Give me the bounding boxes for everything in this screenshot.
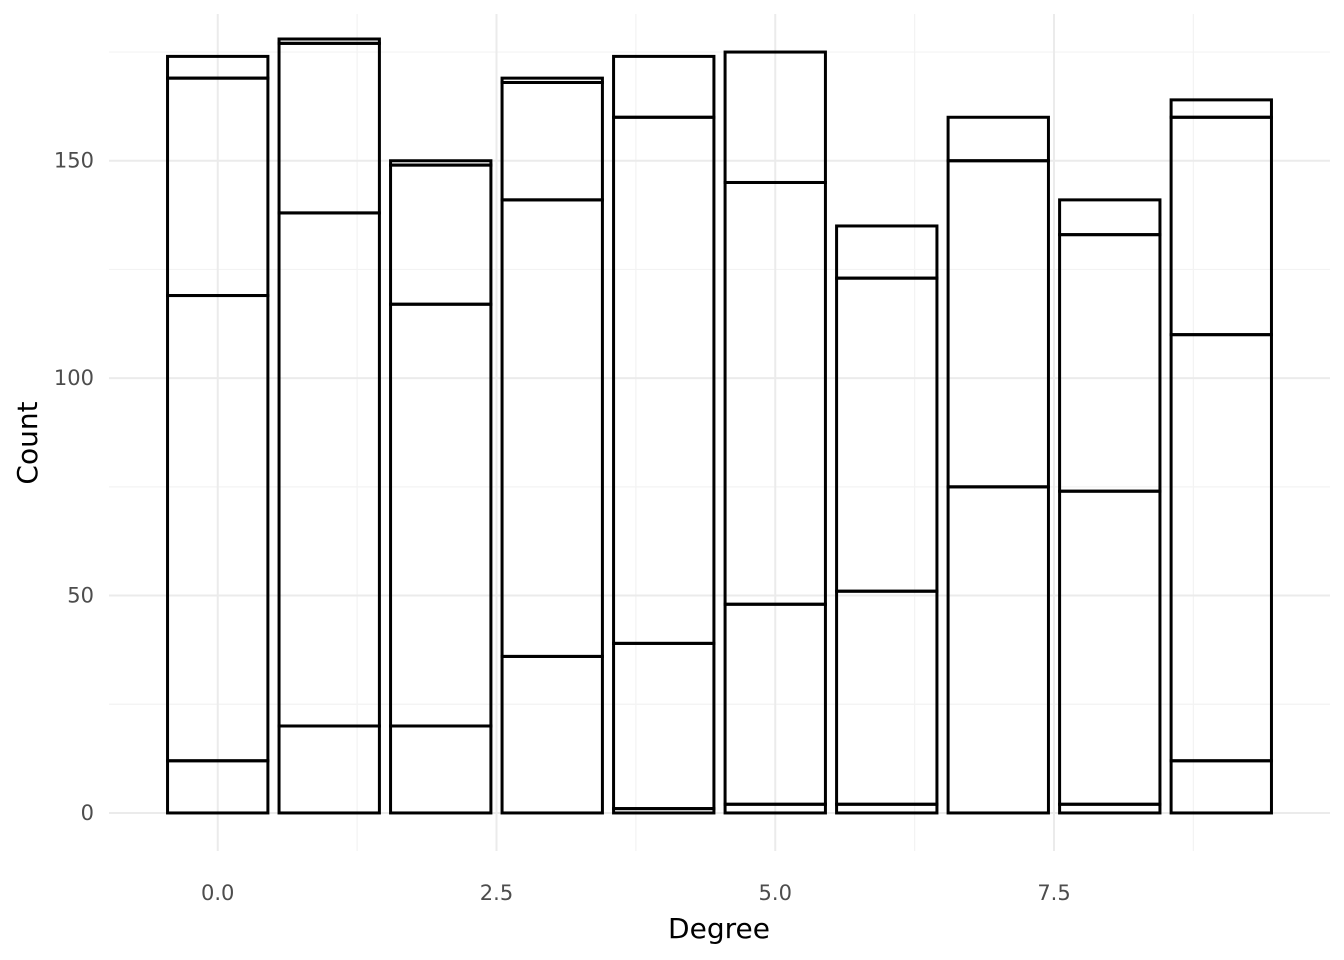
bar-stack xyxy=(946,115,1050,815)
bar-segment xyxy=(389,302,493,728)
bar-segment xyxy=(389,159,493,167)
bar-segment xyxy=(277,37,381,45)
bar-stack xyxy=(612,54,716,815)
bar-stack xyxy=(500,76,604,815)
bar-segment xyxy=(1169,333,1273,763)
bar-segment xyxy=(1058,198,1162,237)
bar-segment xyxy=(946,115,1050,163)
bar-segment xyxy=(500,198,604,658)
stacked-bars xyxy=(166,37,1273,815)
bar-segment xyxy=(835,276,939,593)
bar-segment xyxy=(835,589,939,806)
y-axis-ticks: 0 50 100 150 xyxy=(54,149,94,825)
bar-segment xyxy=(389,163,493,306)
bar-stack xyxy=(1058,198,1162,815)
bar-stack xyxy=(1169,98,1273,815)
bar-segment xyxy=(612,641,716,811)
x-tick-label: 2.5 xyxy=(480,881,513,905)
bar-stack xyxy=(389,159,493,815)
bar-segment xyxy=(277,724,381,815)
bar-stack xyxy=(166,54,270,815)
bar-stack xyxy=(723,50,827,815)
bar-segment xyxy=(612,115,716,645)
bar-segment xyxy=(500,654,604,815)
bar-segment xyxy=(612,54,716,119)
bar-segment xyxy=(389,724,493,815)
bar-segment xyxy=(1169,759,1273,815)
x-axis-ticks: 0.0 2.5 5.0 7.5 xyxy=(201,881,1071,905)
x-tick-label: 0.0 xyxy=(201,881,234,905)
bar-segment xyxy=(500,80,604,202)
bar-segment xyxy=(835,224,939,280)
bar-segment xyxy=(1058,233,1162,493)
y-tick-label: 100 xyxy=(54,366,94,390)
bar-segment xyxy=(1169,115,1273,337)
y-tick-label: 0 xyxy=(81,801,94,825)
bar-segment xyxy=(277,41,381,215)
bar-segment xyxy=(1058,489,1162,806)
bar-segment xyxy=(166,54,270,80)
bar-segment xyxy=(500,76,604,84)
y-axis-title: Count xyxy=(11,401,44,484)
y-tick-label: 50 xyxy=(67,584,94,608)
bar-segment xyxy=(946,485,1050,815)
bar-stack xyxy=(835,224,939,815)
bar-segment xyxy=(723,50,827,184)
bar-segment xyxy=(277,211,381,728)
bar-stack xyxy=(277,37,381,815)
x-tick-label: 5.0 xyxy=(759,881,792,905)
bar-segment xyxy=(946,159,1050,489)
x-axis-title: Degree xyxy=(668,912,770,945)
x-tick-label: 7.5 xyxy=(1037,881,1070,905)
bar-segment xyxy=(1169,98,1273,119)
y-tick-label: 150 xyxy=(54,149,94,173)
